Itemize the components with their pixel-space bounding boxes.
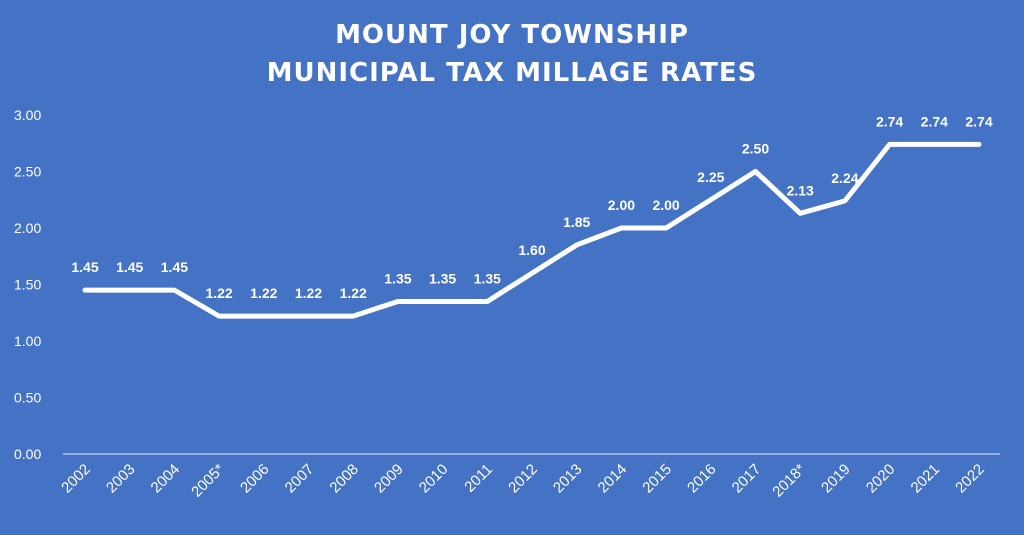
y-tick-label: 2.50: [14, 164, 41, 180]
chart-title-line-2: MUNICIPAL TAX MILLAGE RATES: [266, 58, 758, 88]
x-tick-label: 2013: [550, 461, 586, 497]
data-label: 2.24: [831, 170, 858, 186]
x-tick-label: 2015: [639, 461, 675, 497]
data-label: 1.35: [429, 270, 456, 286]
data-label: 2.74: [965, 113, 992, 129]
x-tick-label: 2017: [729, 461, 765, 497]
x-tick-label: 2014: [595, 461, 631, 497]
x-tick-label: 2008: [326, 461, 362, 497]
x-tick-label: 2021: [908, 461, 944, 497]
x-tick-label: 2018*: [769, 461, 809, 501]
data-label: 1.35: [384, 270, 411, 286]
x-tick-label: 2020: [863, 461, 899, 497]
data-label: 2.50: [742, 141, 769, 157]
x-tick-label: 2012: [505, 461, 541, 497]
data-label: 1.22: [205, 285, 232, 301]
data-label: 1.22: [250, 285, 277, 301]
x-tick-label: 2007: [282, 461, 318, 497]
x-tick-label: 2019: [818, 461, 854, 497]
data-label: 2.13: [787, 182, 814, 198]
data-label: 2.74: [921, 113, 948, 129]
series-line: [82, 141, 982, 319]
x-tick-label: 2002: [58, 461, 94, 497]
x-tick-label: 2016: [684, 461, 720, 497]
data-label: 2.74: [876, 113, 903, 129]
data-label: 1.45: [116, 259, 143, 275]
x-tick-label: 2005*: [188, 461, 228, 501]
y-tick-label: 2.00: [14, 220, 41, 236]
data-label: 1.45: [71, 259, 98, 275]
data-label: 2.00: [608, 197, 635, 213]
chart-title-line-1: MOUNT JOY TOWNSHIP: [335, 20, 689, 50]
data-label: 1.45: [161, 259, 188, 275]
x-tick-label: 2022: [952, 461, 988, 497]
y-tick-label: 0.50: [14, 390, 41, 406]
data-label: 1.85: [563, 214, 590, 230]
data-label: 1.22: [295, 285, 322, 301]
y-tick-label: 3.00: [14, 107, 41, 123]
y-tick-label: 0.00: [14, 446, 41, 462]
y-tick-label: 1.00: [14, 333, 41, 349]
x-tick-label: 2011: [461, 461, 496, 496]
data-label: 1.22: [340, 285, 367, 301]
data-label: 2.00: [652, 197, 679, 213]
x-tick-label: 2006: [237, 461, 273, 497]
y-tick-label: 1.50: [14, 277, 41, 293]
data-label: 2.25: [697, 169, 724, 185]
data-label: 1.60: [518, 242, 545, 258]
x-tick-label: 2004: [148, 461, 184, 497]
data-label: 1.35: [474, 270, 501, 286]
x-tick-label: 2009: [371, 461, 407, 497]
x-tick-label: 2003: [103, 461, 139, 497]
x-tick-label: 2010: [416, 461, 452, 497]
